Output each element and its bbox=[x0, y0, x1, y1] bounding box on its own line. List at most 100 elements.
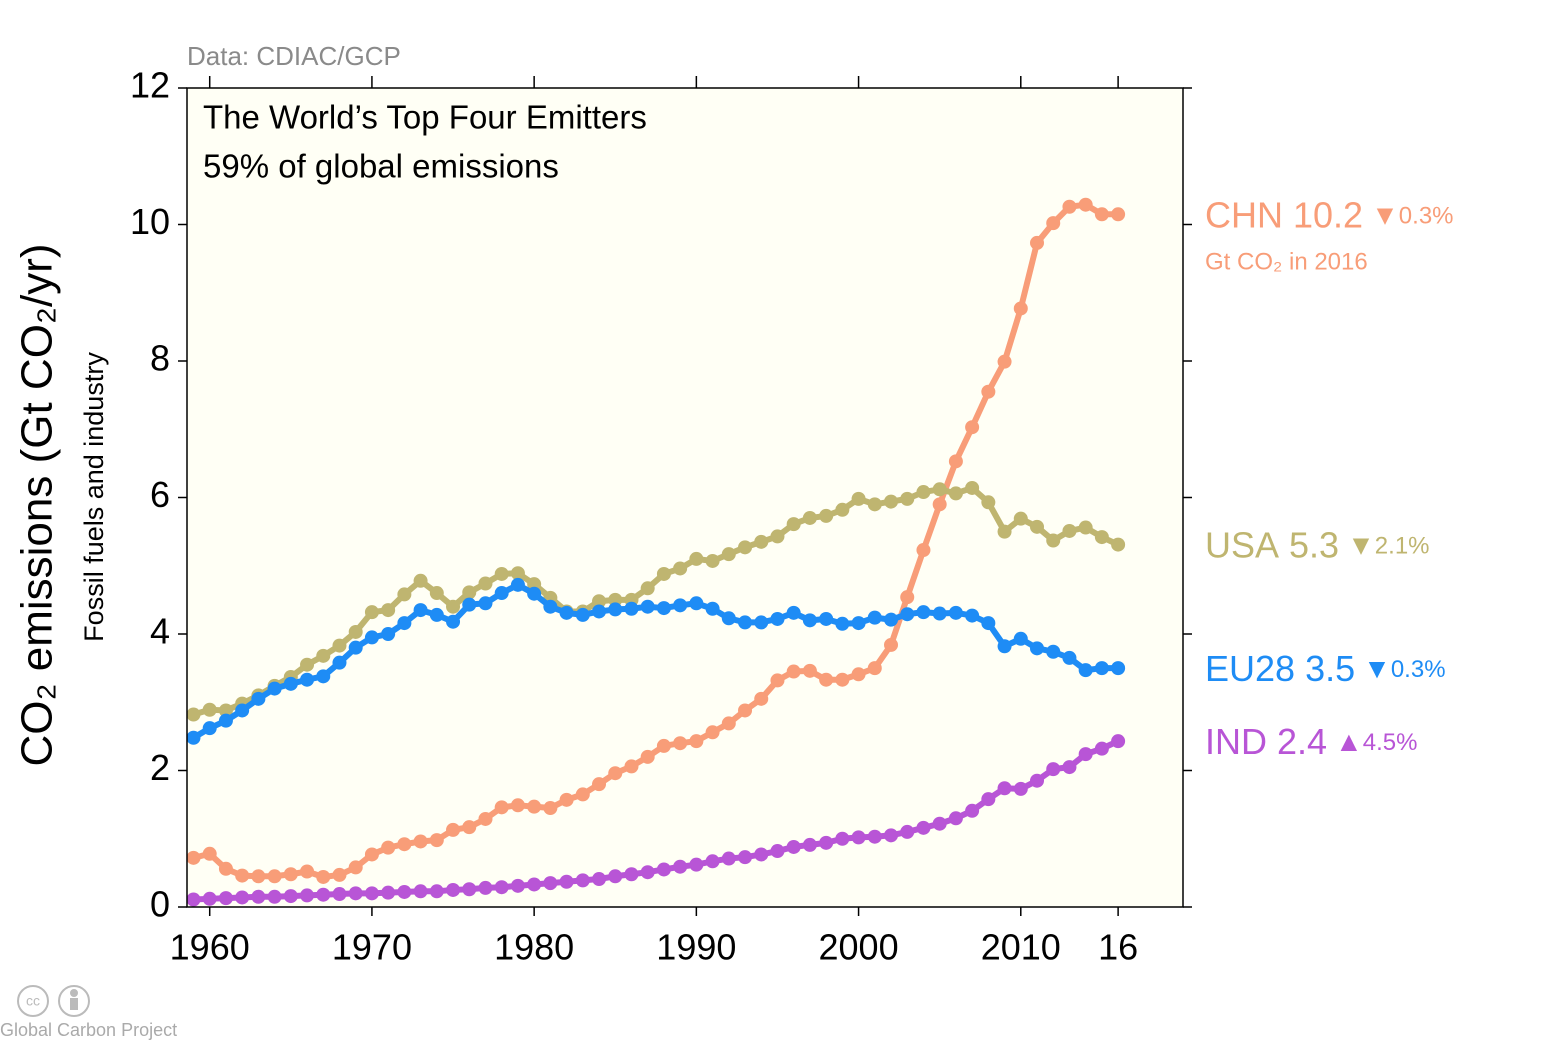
data-point bbox=[397, 884, 412, 899]
data-point bbox=[478, 880, 493, 895]
data-point bbox=[640, 581, 655, 596]
data-point bbox=[624, 601, 639, 616]
data-point bbox=[494, 880, 509, 895]
data-point bbox=[186, 892, 201, 907]
data-point bbox=[884, 828, 899, 843]
license-icons: cc bbox=[17, 985, 90, 1017]
data-point bbox=[802, 837, 817, 852]
series-name: CHN bbox=[1205, 194, 1283, 235]
data-point bbox=[916, 543, 931, 558]
data-point bbox=[283, 867, 298, 882]
data-point bbox=[1013, 631, 1028, 646]
change-value: 2.1% bbox=[1375, 533, 1430, 560]
data-point bbox=[673, 859, 688, 874]
change-symbol: ▼ bbox=[1371, 200, 1399, 231]
data-point bbox=[948, 605, 963, 620]
data-point bbox=[283, 889, 298, 904]
data-point bbox=[1111, 734, 1126, 749]
x-tick-label: 1980 bbox=[494, 927, 574, 968]
data-point bbox=[235, 868, 250, 883]
data-point bbox=[819, 611, 834, 626]
data-point bbox=[413, 603, 428, 618]
data-point bbox=[218, 891, 233, 906]
data-point bbox=[186, 850, 201, 865]
data-point bbox=[640, 865, 655, 880]
data-point bbox=[397, 837, 412, 852]
data-point bbox=[575, 873, 590, 888]
data-point bbox=[1078, 197, 1093, 212]
data-point bbox=[738, 703, 753, 718]
data-point bbox=[1078, 747, 1093, 762]
x-tick-label: 2000 bbox=[819, 927, 899, 968]
data-point bbox=[478, 576, 493, 591]
data-point bbox=[819, 508, 834, 523]
data-point bbox=[1030, 519, 1045, 534]
data-point bbox=[608, 766, 623, 781]
series bbox=[186, 734, 1126, 907]
data-point bbox=[1046, 533, 1061, 548]
data-point bbox=[689, 551, 704, 566]
data-point bbox=[965, 480, 980, 495]
series-end-value: 3.5 bbox=[1305, 648, 1355, 689]
data-point bbox=[1111, 661, 1126, 676]
series-label: USA 5.3 ▼2.1% bbox=[1205, 524, 1430, 565]
data-point bbox=[900, 607, 915, 622]
data-point bbox=[721, 611, 736, 626]
data-point bbox=[1046, 216, 1061, 231]
data-point bbox=[510, 878, 525, 893]
data-point bbox=[1111, 537, 1126, 552]
data-point bbox=[1062, 650, 1077, 665]
y-axis-label: CO₂ emissions (Gt CO₂/yr) bbox=[13, 243, 62, 766]
footer: Global Carbon Project bbox=[0, 1020, 177, 1040]
data-point bbox=[932, 482, 947, 497]
y-tick-label: 12 bbox=[130, 65, 170, 106]
data-point bbox=[267, 889, 282, 904]
data-point bbox=[235, 890, 250, 905]
chart-subtitle: 59% of global emissions bbox=[203, 148, 559, 185]
data-point bbox=[802, 613, 817, 628]
series-label: CHN 10.2 ▼0.3% bbox=[1205, 194, 1454, 235]
data-point bbox=[592, 872, 607, 887]
data-point bbox=[267, 681, 282, 696]
data-point bbox=[689, 596, 704, 611]
data-point bbox=[948, 454, 963, 469]
data-point bbox=[1046, 762, 1061, 777]
data-point bbox=[186, 707, 201, 722]
y-tick-label: 4 bbox=[150, 611, 170, 652]
y-tick-label: 6 bbox=[150, 474, 170, 515]
data-point bbox=[510, 577, 525, 592]
series bbox=[186, 197, 1126, 884]
data-point bbox=[754, 847, 769, 862]
data-point bbox=[462, 585, 477, 600]
data-point bbox=[656, 862, 671, 877]
data-point bbox=[1030, 235, 1045, 250]
data-point bbox=[884, 637, 899, 652]
data-point bbox=[624, 759, 639, 774]
data-point bbox=[397, 616, 412, 631]
data-point bbox=[851, 667, 866, 682]
data-point bbox=[332, 655, 347, 670]
change-symbol: ▲ bbox=[1335, 727, 1363, 758]
data-point bbox=[332, 867, 347, 882]
data-point bbox=[543, 876, 558, 891]
data-point bbox=[251, 869, 266, 884]
y-tick-label: 2 bbox=[150, 747, 170, 788]
data-point bbox=[819, 835, 834, 850]
x-tick-label: 16 bbox=[1098, 927, 1138, 968]
data-point bbox=[981, 495, 996, 510]
data-point bbox=[754, 615, 769, 630]
data-point bbox=[462, 820, 477, 835]
data-point bbox=[705, 725, 720, 740]
data-point bbox=[1062, 523, 1077, 538]
x-tick-label: 1960 bbox=[170, 927, 250, 968]
data-point bbox=[364, 886, 379, 901]
data-point bbox=[316, 869, 331, 884]
unit-note: Gt CO₂ in 2016 bbox=[1205, 248, 1368, 275]
data-point bbox=[559, 792, 574, 807]
data-point bbox=[559, 605, 574, 620]
data-point bbox=[656, 566, 671, 581]
data-point bbox=[559, 874, 574, 889]
data-point bbox=[884, 612, 899, 627]
data-point bbox=[965, 608, 980, 623]
y-tick-label: 10 bbox=[130, 201, 170, 242]
